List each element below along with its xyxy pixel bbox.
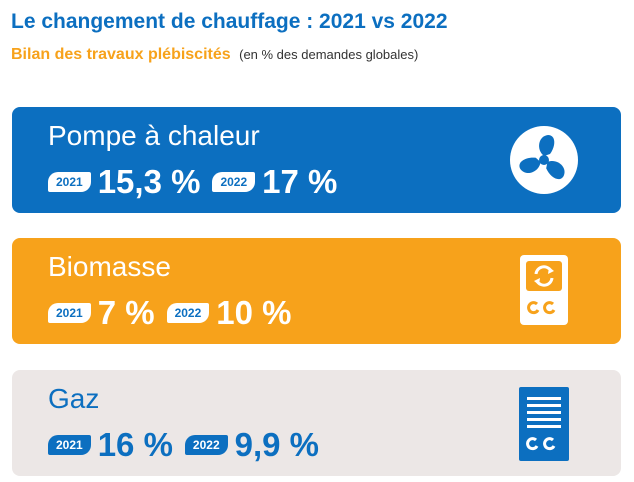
- gas-boiler-icon: [509, 384, 579, 461]
- subtitle-main: Bilan des travaux plébiscités: [11, 46, 231, 63]
- year-badge-2021: 2021: [48, 435, 91, 455]
- card-title: Gaz: [48, 383, 100, 414]
- card-biomass: Biomasse 2021 7 % 2022 10 %: [12, 238, 621, 344]
- year-badge-2021: 2021: [48, 303, 91, 323]
- year-badge-2022: 2022: [166, 303, 210, 323]
- card-title: Pompe à chaleur: [48, 120, 260, 151]
- value-2021: 7 %: [97, 294, 155, 331]
- value-2021: 16 %: [97, 426, 173, 463]
- fan-icon: [509, 125, 579, 195]
- page-subtitle: Bilan des travaux plébiscités (en % des …: [11, 46, 418, 64]
- card-stats: 2021 15,3 % 2022 17 %: [48, 162, 349, 202]
- value-2022: 9,9 %: [234, 426, 320, 463]
- card-gas: Gaz 2021 16 % 2022 9,9 %: [12, 370, 621, 476]
- year-badge-2022: 2022: [184, 435, 228, 455]
- card-title: Biomasse: [48, 251, 171, 282]
- card-heat-pump: Pompe à chaleur 2021 15,3 % 2022 17 %: [12, 107, 621, 213]
- value-2022: 17 %: [262, 163, 338, 200]
- year-badge-2022: 2022: [212, 172, 256, 192]
- value-2021: 15,3 %: [97, 163, 201, 200]
- page-title: Le changement de chauffage : 2021 vs 202…: [11, 10, 448, 33]
- biomass-boiler-icon: [509, 252, 579, 325]
- year-badge-2021: 2021: [48, 172, 91, 192]
- card-stats: 2021 16 % 2022 9,9 %: [48, 425, 331, 465]
- subtitle-note: (en % des demandes globales): [239, 47, 419, 62]
- value-2022: 10 %: [216, 294, 292, 331]
- card-stats: 2021 7 % 2022 10 %: [48, 293, 304, 333]
